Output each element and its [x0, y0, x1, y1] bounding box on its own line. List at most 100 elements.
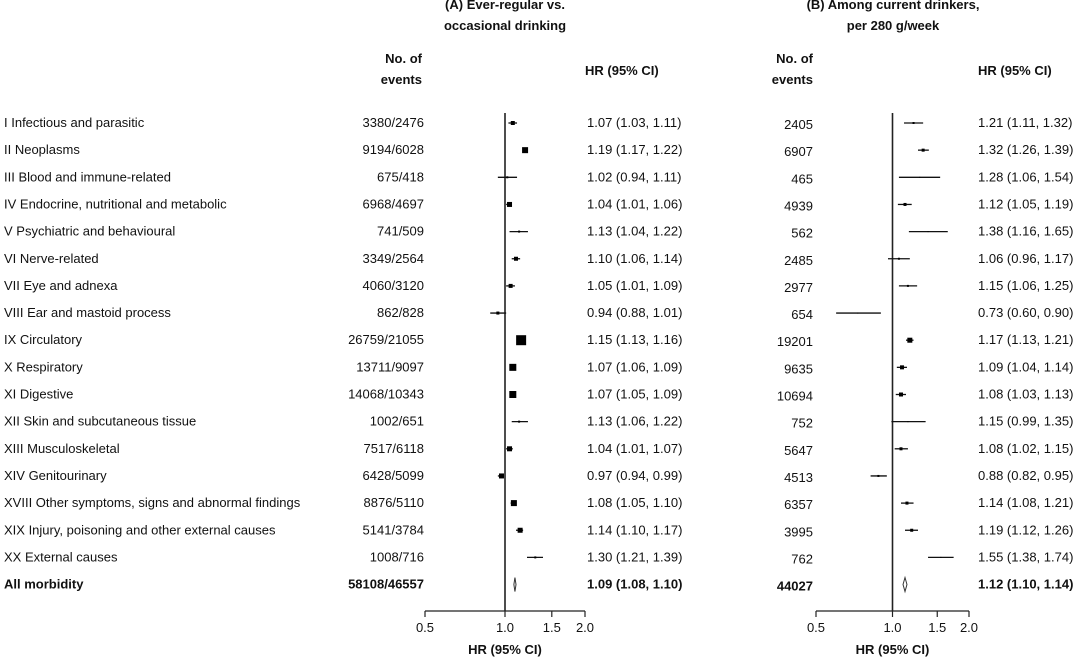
events-value: 654: [791, 307, 813, 322]
events-value: 2977: [784, 280, 813, 295]
hr-point: [508, 283, 513, 288]
events-value: 58108/46557: [348, 577, 424, 592]
hr-point: [857, 312, 859, 314]
hr-value-text: 1.07 (1.06, 1.09): [587, 359, 682, 374]
hr-point: [905, 501, 909, 505]
hr-point: [897, 257, 900, 260]
x-tick-label: 2.0: [960, 620, 978, 635]
hr-value-text: 1.32 (1.26, 1.39): [978, 142, 1073, 157]
events-header: events: [381, 72, 422, 87]
hr-point: [509, 363, 517, 371]
events-value: 862/828: [377, 305, 424, 320]
events-value: 9635: [784, 361, 813, 376]
hr-value-text: 1.08 (1.05, 1.10): [587, 495, 682, 510]
hr-value-text: 1.09 (1.04, 1.14): [978, 359, 1073, 374]
hr-point: [907, 337, 913, 343]
hr-point: [912, 122, 915, 124]
events-value: 1008/716: [370, 549, 424, 564]
x-tick-label: 2.0: [576, 620, 594, 635]
hr-value-text: 1.15 (1.13, 1.16): [587, 332, 682, 347]
category-label: XII Skin and subcutaneous tissue: [4, 414, 196, 429]
category-label: XIX Injury, poisoning and other external…: [4, 522, 276, 537]
hr-value-text: 1.19 (1.17, 1.22): [587, 142, 682, 157]
hr-point: [514, 256, 519, 261]
category-label: VIII Ear and mastoid process: [4, 305, 171, 320]
category-label: IV Endocrine, nutritional and metabolic: [4, 196, 227, 211]
hr-value-text: 1.19 (1.12, 1.26): [978, 522, 1073, 537]
events-value: 752: [791, 416, 813, 431]
hr-point: [507, 446, 513, 452]
x-tick-label: 1.5: [928, 620, 946, 635]
category-label: XIV Genitourinary: [4, 468, 107, 483]
hr-point: [509, 391, 517, 398]
x-axis-label: HR (95% CI): [856, 642, 930, 657]
events-value: 3349/2564: [363, 251, 424, 266]
hr-point: [898, 392, 903, 397]
hr-value-text: 1.38 (1.16, 1.65): [978, 224, 1073, 239]
events-value: 10694: [777, 389, 813, 404]
hr-value-text: 1.13 (1.06, 1.22): [587, 414, 682, 429]
events-value: 741/509: [377, 224, 424, 239]
hr-header: HR (95% CI): [978, 63, 1052, 78]
category-label: I Infectious and parasitic: [4, 115, 145, 130]
x-axis-label: HR (95% CI): [468, 642, 542, 657]
summary-diamond: [513, 577, 517, 592]
events-value: 465: [791, 171, 813, 186]
events-value: 5647: [784, 443, 813, 458]
x-tick-label: 1.5: [543, 620, 561, 635]
events-value: 4513: [784, 470, 813, 485]
panel-title: per 280 g/week: [847, 18, 940, 33]
hr-point: [907, 421, 909, 423]
hr-value-text: 1.15 (1.06, 1.25): [978, 278, 1073, 293]
hr-value-text: 1.55 (1.38, 1.74): [978, 549, 1073, 564]
hr-value-text: 1.28 (1.06, 1.54): [978, 169, 1073, 184]
events-value: 3380/2476: [363, 115, 424, 130]
x-tick-label: 1.0: [496, 620, 514, 635]
hr-point: [919, 176, 921, 178]
hr-point: [517, 527, 523, 533]
events-header: No. of: [385, 51, 422, 66]
events-header: No. of: [776, 51, 813, 66]
hr-value-text: 1.09 (1.08, 1.10): [587, 577, 682, 592]
events-value: 8876/5110: [364, 495, 425, 510]
category-label: XI Digestive: [4, 387, 73, 402]
hr-value-text: 1.14 (1.10, 1.17): [587, 522, 682, 537]
events-value: 9194/6028: [363, 142, 424, 157]
category-label: XIII Musculoskeletal: [4, 441, 120, 456]
category-label: XX External causes: [4, 549, 118, 564]
panel-title: occasional drinking: [444, 18, 566, 33]
hr-value-text: 1.12 (1.10, 1.14): [978, 577, 1073, 592]
hr-point: [510, 500, 517, 507]
events-value: 7517/6118: [364, 441, 425, 456]
x-tick-label: 1.0: [883, 620, 901, 635]
hr-point: [506, 176, 509, 179]
hr-point: [899, 447, 903, 451]
events-value: 1002/651: [370, 414, 424, 429]
events-value: 6907: [784, 144, 813, 159]
hr-point: [903, 202, 907, 206]
hr-value-text: 1.17 (1.13, 1.21): [978, 332, 1073, 347]
hr-value-text: 1.07 (1.05, 1.09): [587, 387, 682, 402]
category-label: X Respiratory: [4, 359, 83, 374]
hr-point: [534, 556, 537, 559]
events-value: 6428/5099: [363, 468, 424, 483]
hr-value-text: 0.88 (0.82, 0.95): [978, 468, 1073, 483]
events-header: events: [772, 72, 813, 87]
events-value: 4060/3120: [363, 278, 424, 293]
hr-value-text: 1.15 (0.99, 1.35): [978, 414, 1073, 429]
hr-value-text: 1.12 (1.05, 1.19): [978, 196, 1073, 211]
panel-title: (B) Among current drinkers,: [807, 0, 980, 12]
events-value: 762: [791, 551, 813, 566]
hr-value-text: 1.05 (1.01, 1.09): [587, 278, 682, 293]
hr-value-text: 1.08 (1.02, 1.15): [978, 441, 1073, 456]
summary-diamond: [902, 575, 908, 594]
events-value: 6968/4697: [363, 196, 424, 211]
category-label: All morbidity: [4, 577, 84, 592]
hr-value-text: 1.14 (1.08, 1.21): [978, 495, 1073, 510]
category-label: III Blood and immune-related: [4, 169, 171, 184]
hr-point: [516, 335, 527, 346]
hr-point: [522, 147, 529, 154]
category-label: XVIII Other symptoms, signs and abnormal…: [4, 495, 301, 510]
events-value: 14068/10343: [348, 387, 424, 402]
